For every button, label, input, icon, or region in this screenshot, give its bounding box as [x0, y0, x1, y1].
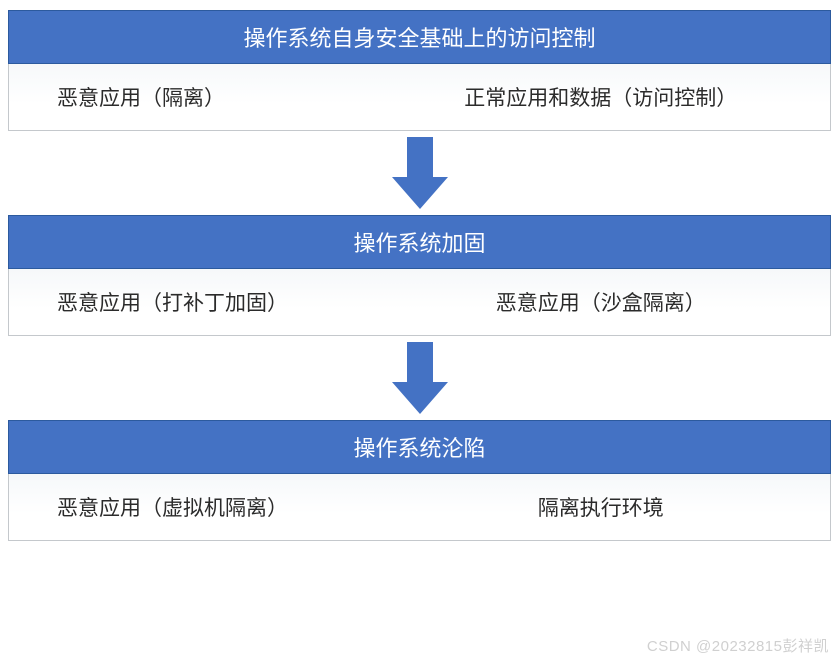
section-1-row: 恶意应用（隔离） 正常应用和数据（访问控制）	[8, 64, 831, 131]
section-3-cell-left: 恶意应用（虚拟机隔离）	[9, 474, 420, 540]
section-3-header: 操作系统沦陷	[8, 420, 831, 474]
section-2-header: 操作系统加固	[8, 215, 831, 269]
section-3-row: 恶意应用（虚拟机隔离） 隔离执行环境	[8, 474, 831, 541]
section-1-cell-left: 恶意应用（隔离）	[9, 64, 420, 130]
section-2-row: 恶意应用（打补丁加固） 恶意应用（沙盒隔离）	[8, 269, 831, 336]
section-2: 操作系统加固 恶意应用（打补丁加固） 恶意应用（沙盒隔离）	[8, 215, 831, 336]
arrow-down-icon	[392, 342, 448, 414]
section-1-cell-right: 正常应用和数据（访问控制）	[420, 64, 831, 130]
section-1-header: 操作系统自身安全基础上的访问控制	[8, 10, 831, 64]
section-2-cell-left: 恶意应用（打补丁加固）	[9, 269, 420, 335]
section-1: 操作系统自身安全基础上的访问控制 恶意应用（隔离） 正常应用和数据（访问控制）	[8, 10, 831, 131]
arrow-2	[8, 336, 831, 420]
section-3-cell-right: 隔离执行环境	[420, 474, 831, 540]
arrow-1	[8, 131, 831, 215]
section-3: 操作系统沦陷 恶意应用（虚拟机隔离） 隔离执行环境	[8, 420, 831, 541]
watermark: CSDN @20232815彭祥凯	[647, 635, 829, 656]
section-2-cell-right: 恶意应用（沙盒隔离）	[420, 269, 831, 335]
arrow-down-icon	[392, 137, 448, 209]
